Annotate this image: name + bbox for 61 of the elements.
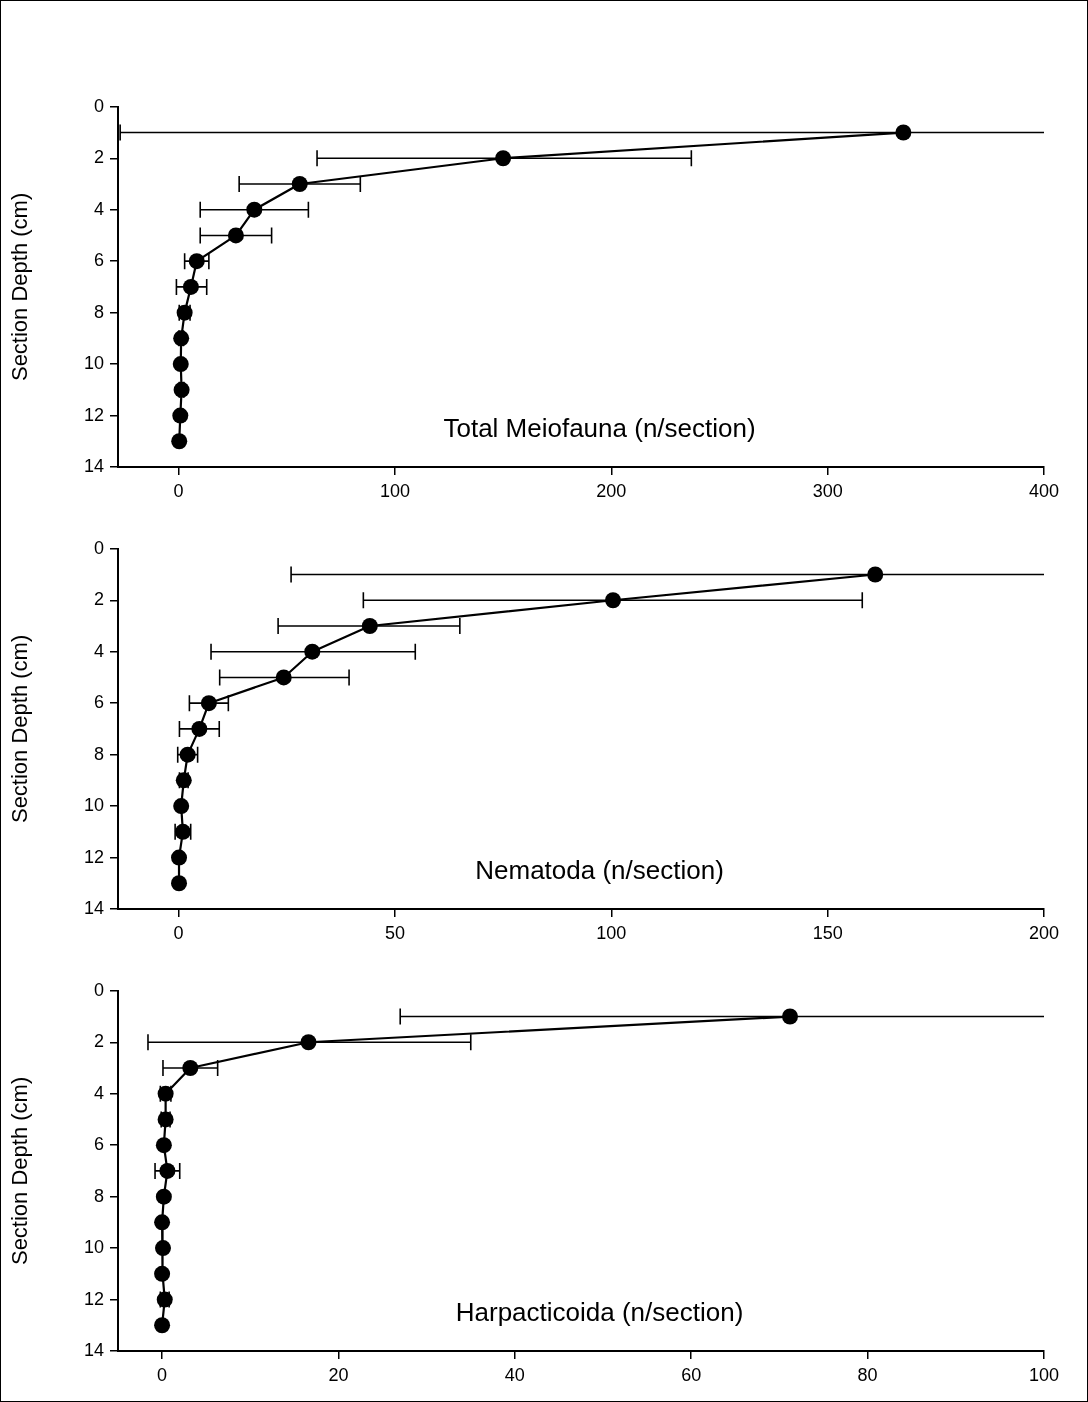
x-tick-label: 150 <box>812 922 843 943</box>
x-tick-label: 100 <box>1028 1364 1060 1385</box>
point <box>275 669 292 686</box>
text: Nematoda (n/section) <box>475 855 724 885</box>
x-tick-label: 50 <box>384 922 405 943</box>
text: Total Meiofauna (n/section) <box>443 413 756 443</box>
y-tick-label: 14 <box>83 1339 104 1360</box>
y-tick-label: 12 <box>83 404 104 425</box>
x-tick-label: 300 <box>812 480 843 501</box>
point <box>172 356 189 373</box>
y-tick-label: 12 <box>83 1288 104 1309</box>
point <box>172 407 189 424</box>
x-tick-label: 40 <box>504 1364 525 1385</box>
y-tick-label: 8 <box>93 1185 104 1206</box>
y-tick-label: 0 <box>93 537 104 558</box>
y-axis-title: Section Depth (cm) <box>7 634 33 824</box>
y-axis-title: Section Depth (cm) <box>7 1076 33 1266</box>
point <box>155 1137 172 1154</box>
point <box>154 1240 171 1257</box>
x-tick-label: 0 <box>173 480 184 501</box>
x-tick-label: 100 <box>596 922 627 943</box>
point <box>154 1214 171 1231</box>
x-tick-label: 400 <box>1028 480 1060 501</box>
y-tick-label: 0 <box>93 979 104 1000</box>
point <box>173 798 190 815</box>
y-tick-label: 2 <box>93 1031 104 1052</box>
y-tick-label: 2 <box>93 147 104 168</box>
x-tick-label: 0 <box>157 1364 168 1385</box>
x-tick-label: 0 <box>173 922 184 943</box>
x-tick-label: 200 <box>1028 922 1060 943</box>
text: Harpacticoida (n/section) <box>455 1297 744 1327</box>
point <box>171 875 188 892</box>
y-axis-title: Section Depth (cm) <box>7 192 33 382</box>
y-tick-label: 8 <box>93 301 104 322</box>
y-tick-label: 14 <box>83 455 104 476</box>
y-tick-label: 10 <box>83 795 104 816</box>
point <box>782 1008 799 1025</box>
y-tick-label: 0 <box>93 95 104 116</box>
x-tick-label: 80 <box>857 1364 878 1385</box>
y-tick-label: 14 <box>83 897 104 918</box>
y-tick-label: 6 <box>93 250 104 271</box>
point <box>171 849 188 866</box>
y-tick-label: 12 <box>83 846 104 867</box>
y-tick-label: 2 <box>93 589 104 610</box>
x-tick-label: 60 <box>681 1364 702 1385</box>
y-tick-label: 4 <box>93 198 104 219</box>
x-tick-label: 100 <box>379 480 410 501</box>
point <box>171 433 188 450</box>
y-tick-label: 4 <box>93 1082 104 1103</box>
x-tick-label: 20 <box>328 1364 349 1385</box>
x-tick-label: 200 <box>596 480 627 501</box>
y-tick-label: 10 <box>83 1237 104 1258</box>
y-tick-label: 6 <box>93 692 104 713</box>
y-tick-label: 8 <box>93 743 104 764</box>
point <box>227 227 244 244</box>
point <box>154 1265 171 1282</box>
y-tick-label: 10 <box>83 353 104 374</box>
point <box>154 1317 171 1334</box>
y-tick-label: 6 <box>93 1134 104 1155</box>
y-tick-label: 4 <box>93 640 104 661</box>
point <box>155 1188 172 1205</box>
